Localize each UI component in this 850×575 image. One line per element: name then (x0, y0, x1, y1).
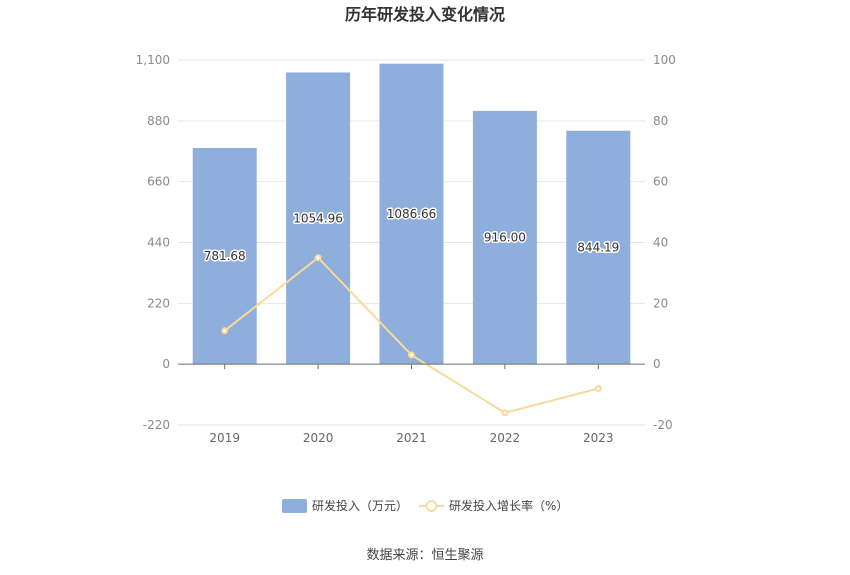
bar-value-label: 1054.96 (293, 211, 343, 225)
growth-point-2022 (501, 409, 509, 417)
bar-value-label: 844.19 (577, 240, 619, 254)
x-tick-label: 2020 (303, 431, 334, 445)
legend-swatch-bar (282, 499, 307, 513)
growth-point-2023 (594, 385, 602, 392)
x-tick-label: 2021 (396, 431, 427, 445)
bar-2023 (566, 130, 631, 365)
y-right-tick-label: 80 (653, 114, 668, 128)
y-left-tick-label: 220 (147, 296, 170, 310)
y-left-tick-label: 660 (147, 175, 170, 189)
bar-2021 (379, 63, 444, 365)
bar-value-label: 781.68 (204, 249, 246, 263)
legend-label-line: 研发投入增长率（%） (449, 498, 568, 513)
growth-point-2020 (314, 254, 322, 262)
legend: 研发投入（万元） 研发投入增长率（%） (282, 498, 568, 513)
y-left-tick-label: 0 (162, 357, 170, 371)
bar-2020 (286, 72, 351, 365)
y-right-tick-label: 60 (653, 175, 668, 189)
y-right-tick-label: 40 (653, 236, 668, 250)
chart-title: 历年研发投入变化情况 (345, 5, 505, 24)
x-tick-label: 2019 (209, 431, 240, 445)
y-left-tick-label: 1,100 (136, 53, 170, 67)
y-right-tick-label: 20 (653, 296, 668, 310)
growth-point-2021 (408, 351, 415, 359)
bar-value-label: 1086.66 (387, 207, 437, 221)
legend-marker-line (425, 500, 438, 512)
y-left-tick-label: 880 (147, 114, 170, 128)
y-right-tick-label: 0 (653, 357, 661, 371)
y-right-tick-label: -20 (653, 418, 673, 432)
y-left-tick-label: 440 (147, 236, 170, 250)
growth-point-2019 (221, 327, 229, 335)
source-note: 数据来源：恒生聚源 (366, 548, 483, 563)
x-tick-label: 2023 (583, 431, 614, 445)
bar-value-label: 916.00 (484, 231, 526, 245)
y-left-tick-label: -220 (143, 418, 170, 432)
bar-2022 (472, 110, 537, 365)
legend-label-bar: 研发投入（万元） (312, 498, 408, 513)
y-right-tick-label: 100 (653, 53, 676, 67)
x-tick-label: 2022 (490, 431, 521, 445)
